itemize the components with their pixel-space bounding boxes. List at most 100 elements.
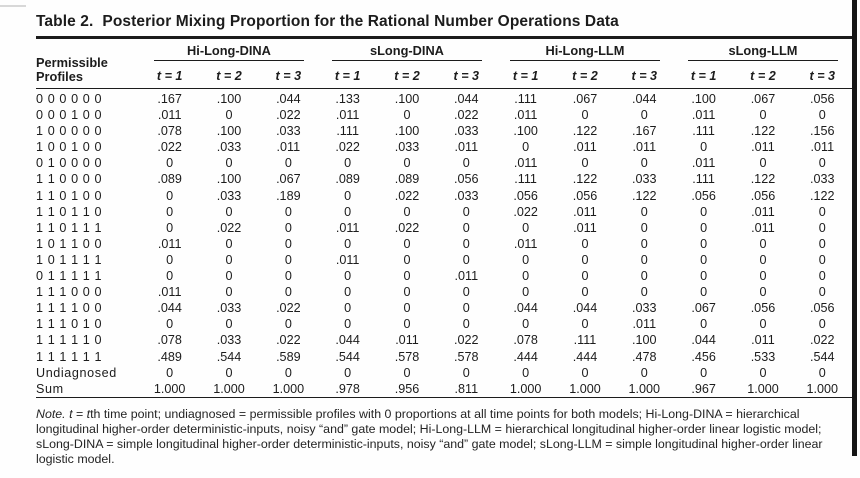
group-header-hi-long-llm: Hi-Long-LLM — [496, 39, 674, 61]
value-cell: .011 — [454, 269, 479, 284]
group-header-hi-long-dina: Hi-Long-DINA — [140, 39, 318, 61]
value-cell: 0 — [759, 285, 767, 300]
value-cell: .011 — [751, 204, 775, 219]
value-cell: .011 — [335, 220, 360, 235]
value-cell: 0 — [759, 108, 767, 123]
value-cell: 0 — [225, 317, 233, 332]
profile-cell: 0 0 0 1 0 0 — [36, 108, 103, 123]
value-cell: .044 — [335, 333, 360, 348]
value-cell: .544 — [216, 349, 242, 364]
value-cell: .011 — [335, 252, 360, 267]
value-cell: .056 — [513, 188, 538, 203]
value-cell: .122 — [572, 124, 598, 139]
value-cell: 0 — [522, 252, 530, 267]
value-cell: .189 — [276, 188, 301, 203]
value-cell: .067 — [750, 92, 776, 106]
title-rule — [36, 36, 852, 39]
value-cell: 0 — [700, 285, 708, 300]
time-header-t3: t = 3 — [614, 60, 674, 89]
value-cell: .033 — [632, 172, 657, 187]
table-caption: Posterior Mixing Proportion for the Rati… — [102, 13, 619, 30]
time-header-t3: t = 3 — [436, 60, 496, 89]
value-cell: .033 — [632, 301, 657, 316]
value-cell: .100 — [691, 92, 716, 106]
value-cell: .011 — [691, 108, 716, 123]
scan-edge-artifact — [852, 0, 857, 456]
value-cell: 0 — [818, 269, 826, 284]
profile-cell: 0 0 0 0 0 0 — [36, 92, 103, 106]
value-cell: .533 — [750, 349, 776, 364]
value-cell: .011 — [513, 108, 538, 123]
value-cell: 0 — [700, 269, 708, 284]
value-cell: .056 — [454, 172, 479, 187]
value-cell: .022 — [276, 108, 301, 123]
value-cell: 0 — [581, 269, 589, 284]
stub-header: Permissible Profiles — [36, 38, 140, 89]
table-header: Permissible Profiles Hi-Long-DINA sLong-… — [36, 38, 852, 89]
value-cell: 0 — [759, 252, 767, 267]
time-header-t3: t = 3 — [258, 60, 318, 89]
profile-cell: 1 0 0 0 0 0 — [36, 124, 103, 139]
value-cell: 0 — [640, 285, 648, 300]
profile-cell: 1 0 0 1 0 0 — [36, 140, 103, 155]
group-header-slong-llm: sLong-LLM — [674, 39, 852, 61]
value-cell: 0 — [225, 236, 233, 251]
table-row: 1 1 1 0 1 0 0 0 0 0 0 0 0 0 .011 0 0 0 — [36, 316, 852, 332]
value-cell: 0 — [818, 252, 826, 267]
value-cell: 0 — [403, 156, 411, 171]
table-number: Table 2. — [36, 13, 94, 30]
value-cell: 1.000 — [555, 380, 615, 398]
value-cell: 0 — [700, 140, 708, 155]
value-cell: 0 — [640, 269, 648, 284]
value-cell: 1.000 — [614, 380, 674, 398]
value-cell: 0 — [640, 236, 648, 251]
value-cell: 0 — [225, 108, 233, 123]
profile-cell: 1 1 1 1 1 0 — [36, 333, 103, 348]
value-cell: .022 — [335, 140, 360, 155]
value-cell: 0 — [818, 220, 826, 235]
value-cell: 0 — [166, 317, 174, 332]
value-cell: 0 — [403, 285, 411, 300]
value-cell: 0 — [403, 204, 411, 219]
value-cell: 0 — [166, 252, 174, 267]
value-cell: .033 — [276, 124, 301, 139]
value-cell: .122 — [750, 124, 776, 139]
value-cell: .022 — [276, 333, 301, 348]
value-cell: 0 — [818, 156, 826, 171]
value-cell: 1.000 — [733, 380, 793, 398]
value-cell: .100 — [216, 124, 242, 139]
value-cell: 0 — [700, 317, 708, 332]
value-cell: 1.000 — [199, 380, 259, 398]
value-cell: 0 — [522, 269, 530, 284]
value-cell: 0 — [462, 236, 470, 251]
value-cell: .167 — [157, 92, 182, 106]
value-cell: 0 — [759, 365, 767, 380]
table-row: Sum 1.000 1.000 1.000 .978 .956 .811 1.0… — [36, 380, 852, 398]
value-cell: .033 — [454, 188, 479, 203]
value-cell: 0 — [403, 108, 411, 123]
value-cell: 0 — [462, 317, 470, 332]
value-cell: .111 — [336, 124, 359, 139]
value-cell: .022 — [513, 204, 538, 219]
value-cell: 0 — [284, 269, 292, 284]
value-cell: .011 — [691, 156, 716, 171]
value-cell: .022 — [394, 220, 420, 235]
value-cell: 0 — [700, 204, 708, 219]
profile-cell: Sum — [36, 380, 140, 398]
value-cell: 0 — [759, 269, 767, 284]
table-block: Table 2. Posterior Mixing Proportion for … — [36, 0, 852, 468]
value-cell: .033 — [216, 140, 242, 155]
value-cell: .122 — [810, 188, 835, 203]
time-header-t3: t = 3 — [792, 60, 852, 89]
table-title: Table 2. Posterior Mixing Proportion for … — [36, 13, 852, 31]
value-cell: .022 — [810, 333, 835, 348]
value-cell: 0 — [344, 204, 352, 219]
table-row: 1 1 1 0 0 0 .011 0 0 0 0 0 0 0 0 0 0 0 — [36, 284, 852, 300]
table-row: 1 0 0 0 0 0 .078 .100 .033 .111 .100 .03… — [36, 123, 852, 139]
value-cell: .011 — [632, 140, 657, 155]
value-cell: 0 — [462, 156, 470, 171]
value-cell: 0 — [522, 317, 530, 332]
value-cell: .067 — [276, 172, 301, 187]
value-cell: .578 — [394, 349, 420, 364]
